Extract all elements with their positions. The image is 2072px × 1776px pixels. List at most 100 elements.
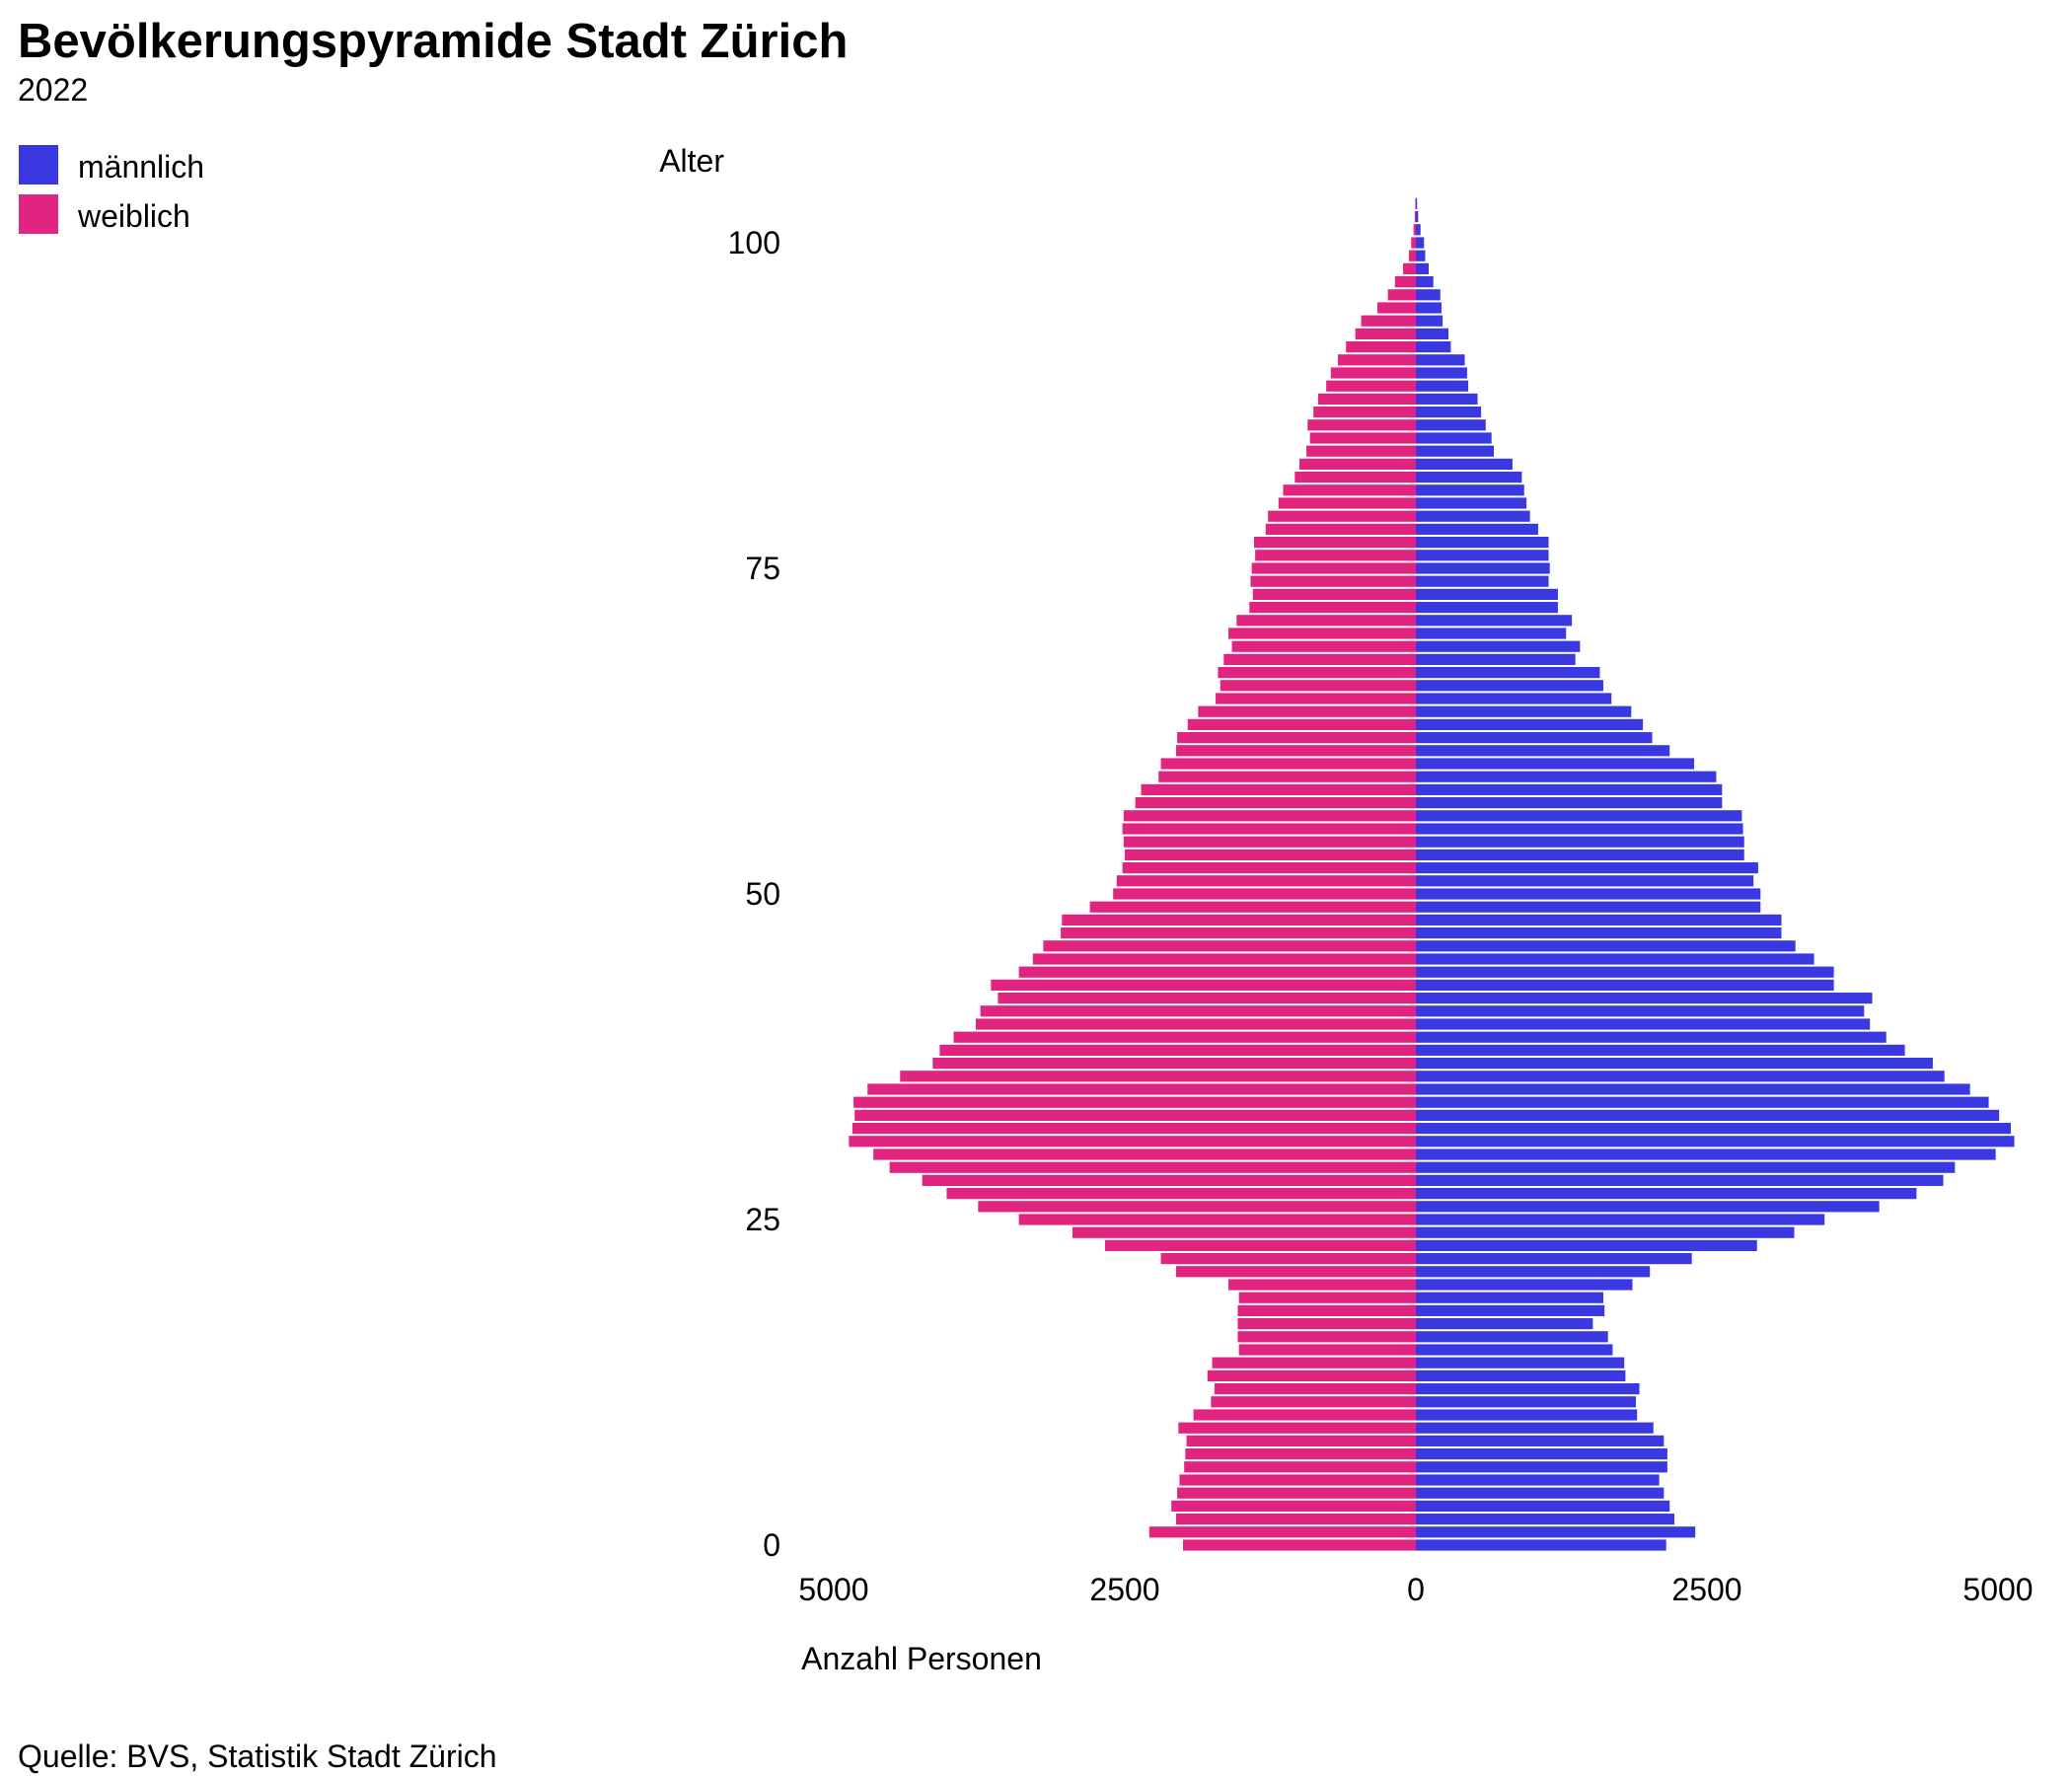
bar-female-age-94: [1361, 315, 1416, 327]
bar-male-age-19: [1416, 1292, 1603, 1303]
bar-female-age-92: [1346, 341, 1416, 353]
bar-male-age-103: [1416, 197, 1418, 209]
bar-male-age-31: [1416, 1136, 2015, 1147]
bar-female-age-11: [1211, 1396, 1416, 1408]
bar-female-age-84: [1306, 445, 1416, 457]
bar-female-age-12: [1214, 1383, 1416, 1395]
bar-female-age-16: [1237, 1331, 1416, 1343]
bar-female-age-22: [1160, 1253, 1416, 1265]
bar-female-age-81: [1283, 484, 1416, 496]
bar-female-age-62: [1177, 732, 1416, 744]
bar-male-age-45: [1416, 953, 1814, 965]
bar-female-age-56: [1123, 810, 1416, 822]
bar-female-age-25: [1018, 1214, 1416, 1225]
bar-female-age-41: [980, 1005, 1416, 1017]
bar-female-age-51: [1116, 875, 1416, 887]
bar-male-age-83: [1416, 458, 1513, 470]
bar-female-age-24: [1072, 1226, 1416, 1238]
bar-female-age-23: [1104, 1239, 1416, 1251]
x-tick-label: 5000: [1962, 1572, 2033, 1607]
bar-female-age-87: [1313, 407, 1416, 418]
bar-male-age-6: [1416, 1461, 1667, 1473]
x-axis-ticks: 5000 2500 0 2500 5000: [798, 1572, 2033, 1607]
bar-male-age-13: [1416, 1369, 1626, 1381]
x-tick-label: 2500: [1671, 1572, 1741, 1607]
bar-female-age-49: [1089, 901, 1416, 913]
bar-male-age-72: [1416, 602, 1558, 614]
bar-female-age-88: [1317, 393, 1416, 405]
bar-female-age-13: [1207, 1369, 1416, 1381]
bar-female-age-65: [1216, 693, 1416, 704]
bar-female-age-102: [1414, 211, 1416, 223]
source-note: Quelle: BVS, Statistik Stadt Zürich: [18, 1739, 497, 1774]
bar-female-age-19: [1238, 1292, 1416, 1303]
bar-male-age-16: [1416, 1331, 1608, 1343]
bar-female-age-77: [1253, 537, 1416, 549]
bar-male-age-95: [1416, 302, 1442, 314]
bar-female-age-32: [851, 1123, 1416, 1135]
bar-male-age-96: [1416, 289, 1441, 301]
bar-male-age-8: [1416, 1435, 1665, 1446]
bar-male-age-67: [1416, 667, 1600, 679]
y-tick-label: 25: [745, 1202, 780, 1237]
bar-female-age-21: [1175, 1266, 1416, 1278]
legend-swatch-female: [19, 194, 58, 234]
bar-female-age-10: [1193, 1409, 1416, 1421]
bar-female-age-26: [978, 1201, 1416, 1213]
bar-female-age-48: [1062, 914, 1416, 925]
bar-female-age-71: [1236, 615, 1416, 627]
bar-male-age-15: [1416, 1344, 1613, 1356]
bar-female-age-101: [1413, 224, 1416, 236]
bar-male-age-37: [1416, 1058, 1933, 1070]
bar-male-age-9: [1416, 1422, 1654, 1434]
bar-male-age-87: [1416, 407, 1482, 418]
bar-female-age-73: [1252, 588, 1416, 600]
bar-male-age-68: [1416, 653, 1576, 665]
bar-female-age-75: [1251, 562, 1416, 574]
bar-male-age-84: [1416, 445, 1495, 457]
bar-male-age-22: [1416, 1253, 1692, 1265]
bar-male-age-56: [1416, 810, 1742, 822]
bar-female-age-17: [1237, 1318, 1416, 1330]
bar-male-age-85: [1416, 432, 1492, 444]
bar-female-age-39: [953, 1031, 1416, 1043]
bar-female-age-76: [1255, 550, 1416, 561]
legend-label-male: männlich: [78, 149, 204, 185]
bar-female-age-47: [1061, 927, 1416, 939]
bar-female-age-95: [1377, 302, 1416, 314]
female-bars: [849, 197, 1416, 1551]
bar-female-age-97: [1394, 276, 1416, 288]
bar-female-age-72: [1249, 602, 1416, 614]
bar-male-age-48: [1416, 914, 1782, 925]
bar-male-age-44: [1416, 966, 1834, 978]
bar-male-age-51: [1416, 875, 1754, 887]
bar-male-age-10: [1416, 1409, 1638, 1421]
bar-female-age-38: [939, 1044, 1416, 1056]
bar-male-age-18: [1416, 1304, 1605, 1316]
y-axis-ticks: 0 25 50 75 100: [728, 225, 780, 1563]
bar-male-age-12: [1416, 1383, 1640, 1395]
bar-female-age-14: [1212, 1357, 1416, 1369]
bar-male-age-75: [1416, 562, 1550, 574]
bar-male-age-7: [1416, 1448, 1667, 1460]
bar-male-age-29: [1416, 1161, 1956, 1173]
bar-female-age-45: [1032, 953, 1416, 965]
bar-female-age-80: [1278, 497, 1416, 509]
bar-male-age-77: [1416, 537, 1549, 549]
bar-female-age-100: [1411, 237, 1416, 249]
bar-female-age-30: [873, 1148, 1416, 1160]
bar-male-age-88: [1416, 393, 1478, 405]
bar-female-age-86: [1307, 419, 1416, 431]
bar-female-age-59: [1158, 771, 1416, 782]
bar-male-age-70: [1416, 628, 1567, 639]
bar-female-age-9: [1178, 1422, 1416, 1434]
bar-female-age-3: [1171, 1500, 1416, 1512]
bar-male-age-43: [1416, 979, 1834, 991]
bar-male-age-25: [1416, 1214, 1825, 1225]
x-tick-label: 5000: [798, 1572, 868, 1607]
bar-male-age-49: [1416, 901, 1761, 913]
bar-male-age-59: [1416, 771, 1717, 782]
bar-male-age-38: [1416, 1044, 1905, 1056]
legend: männlich weiblich: [19, 145, 204, 234]
bar-female-age-44: [1018, 966, 1416, 978]
